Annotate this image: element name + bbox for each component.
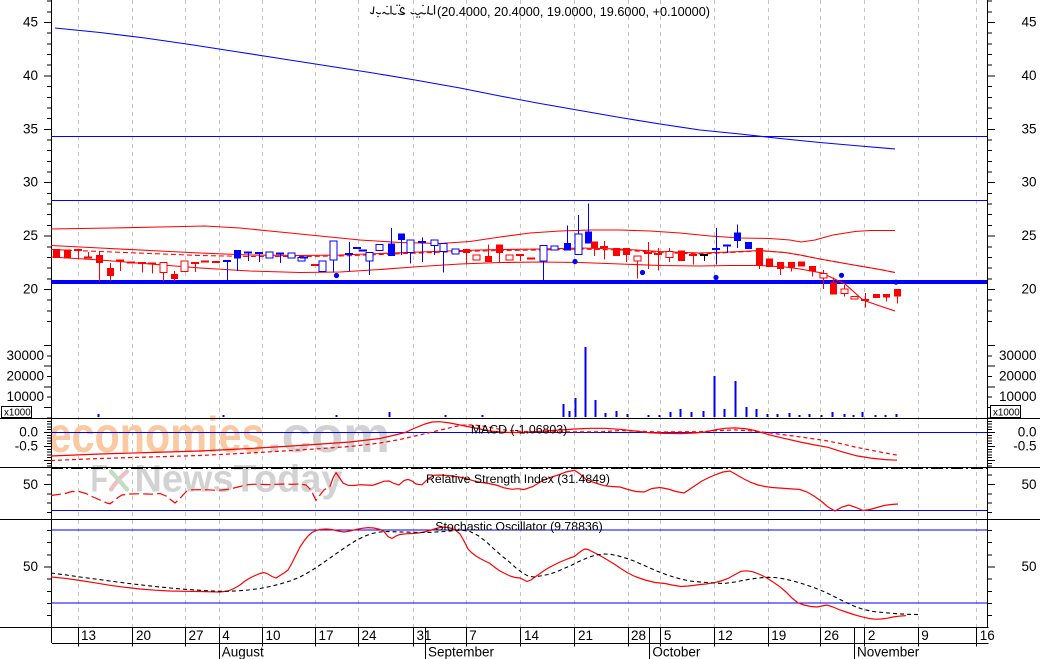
svg-text:Relative Strength Index (31.48: Relative Strength Index (31.4849): [426, 472, 610, 486]
svg-text:12: 12: [718, 628, 733, 643]
svg-text:19: 19: [771, 628, 786, 643]
svg-text:13: 13: [81, 628, 96, 643]
svg-text:Stochastic Oscillator (9.78836: Stochastic Oscillator (9.78836): [435, 520, 602, 534]
svg-text:17: 17: [319, 628, 334, 643]
svg-text:45: 45: [1021, 15, 1036, 30]
svg-text:14: 14: [524, 628, 540, 643]
svg-text:50: 50: [23, 559, 38, 574]
svg-text:20000: 20000: [6, 369, 44, 384]
svg-text:August: August: [222, 645, 264, 659]
svg-text:27: 27: [189, 628, 204, 643]
svg-text:(20.4000, 20.4000, 19.0000, 19: (20.4000, 20.4000, 19.0000, 19.6000, +0.…: [437, 4, 710, 19]
svg-text:10: 10: [266, 628, 281, 643]
svg-text:30: 30: [23, 175, 38, 190]
svg-text:November: November: [857, 645, 920, 659]
svg-text:10000: 10000: [999, 389, 1037, 404]
svg-text:0.0: 0.0: [19, 425, 38, 440]
svg-text:50: 50: [1021, 559, 1036, 574]
svg-text:45: 45: [23, 15, 38, 30]
svg-text:26: 26: [824, 628, 839, 643]
svg-text:20: 20: [136, 628, 151, 643]
svg-text:28: 28: [631, 628, 646, 643]
svg-text:x1000: x1000: [993, 408, 1020, 419]
svg-text:50: 50: [23, 477, 38, 492]
svg-text:-0.5: -0.5: [1013, 439, 1036, 454]
svg-text:20: 20: [23, 282, 38, 297]
svg-text:2: 2: [868, 628, 876, 643]
svg-text:35: 35: [1021, 121, 1036, 136]
svg-text:0.0: 0.0: [1018, 425, 1037, 440]
svg-text:7: 7: [469, 628, 477, 643]
svg-text:NewsToday: NewsToday: [135, 459, 343, 501]
svg-text:30000: 30000: [999, 348, 1037, 363]
svg-text:16: 16: [980, 628, 995, 643]
svg-text:F: F: [91, 459, 109, 501]
svg-text:40: 40: [1021, 68, 1036, 83]
svg-text:30: 30: [1021, 175, 1036, 190]
svg-text:-0.5: -0.5: [15, 439, 38, 454]
svg-text:September: September: [428, 645, 495, 659]
svg-text:9: 9: [921, 628, 929, 643]
svg-text:50: 50: [1021, 477, 1036, 492]
svg-text:20: 20: [1021, 282, 1036, 297]
svg-text:31: 31: [417, 628, 432, 643]
svg-text:4: 4: [222, 628, 230, 643]
svg-text:.com: .com: [267, 407, 390, 463]
svg-text:20000: 20000: [999, 369, 1037, 384]
svg-text:30000: 30000: [6, 348, 44, 363]
svg-text:x1000: x1000: [4, 408, 31, 419]
svg-text:MACD (-1.06803): MACD (-1.06803): [471, 423, 567, 437]
svg-text:40: 40: [23, 68, 38, 83]
svg-text:10000: 10000: [6, 389, 44, 404]
svg-text:25: 25: [23, 228, 38, 243]
svg-text:October: October: [652, 645, 701, 659]
svg-text:21: 21: [578, 628, 593, 643]
svg-text:24: 24: [362, 628, 378, 643]
svg-text:35: 35: [23, 121, 38, 136]
svg-text:25: 25: [1021, 228, 1036, 243]
svg-text:5: 5: [664, 628, 672, 643]
